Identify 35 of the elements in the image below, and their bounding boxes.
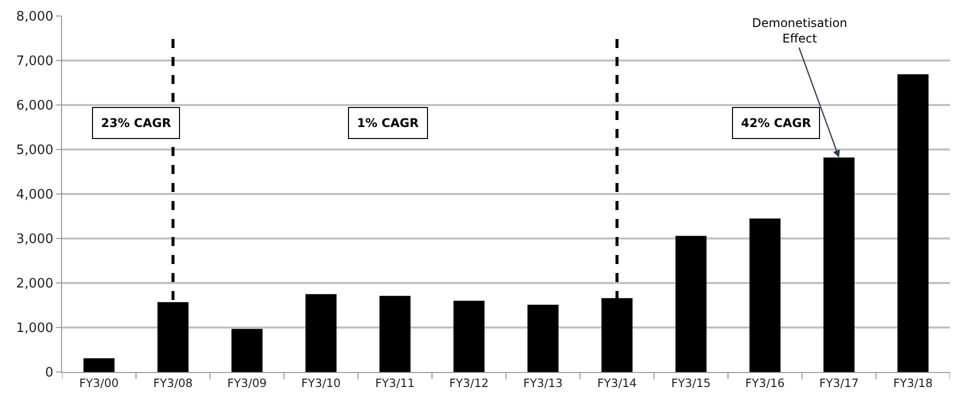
x-tick-label: FY3/12 (449, 376, 489, 390)
y-tick-label: 8,000 (16, 10, 54, 25)
x-tick-label: FY3/13 (523, 376, 563, 390)
y-tick-label: 2,000 (16, 276, 54, 292)
bar (83, 358, 115, 372)
x-tick-label: FY3/08 (153, 376, 193, 390)
y-tick-label: 4,000 (16, 188, 54, 203)
bar (823, 158, 855, 372)
annotation: Demonetisation Effect (752, 16, 848, 46)
y-tick-label: 5,000 (16, 143, 54, 158)
bar (305, 294, 337, 372)
bar (453, 300, 485, 372)
x-tick-label: FY3/17 (819, 376, 859, 390)
bar (231, 328, 263, 372)
x-tick-label: FY3/11 (375, 376, 415, 390)
y-tick-label: 7,000 (16, 54, 54, 70)
x-tick-label: FY3/18 (893, 376, 933, 390)
annotation: 23% CAGR (101, 116, 172, 130)
y-tick-label: 0 (45, 366, 54, 381)
y-tick-label: 6,000 (16, 98, 54, 114)
bar (527, 304, 559, 372)
annotation: 42% CAGR (741, 116, 812, 130)
x-tick-label: FY3/00 (79, 376, 119, 390)
y-tick-label: 1,000 (16, 321, 54, 336)
bar (749, 218, 781, 372)
y-tick-label: 3,000 (16, 232, 54, 248)
x-tick-label: FY3/14 (597, 376, 637, 390)
bar (897, 74, 929, 372)
x-tick-label: FY3/10 (301, 376, 341, 390)
x-tick-label: FY3/15 (671, 376, 711, 390)
annotation: 1% CAGR (357, 116, 419, 130)
bar (379, 296, 411, 372)
x-tick-label: FY3/16 (745, 376, 785, 390)
bar (675, 236, 707, 372)
x-tick-label: FY3/09 (227, 376, 267, 390)
